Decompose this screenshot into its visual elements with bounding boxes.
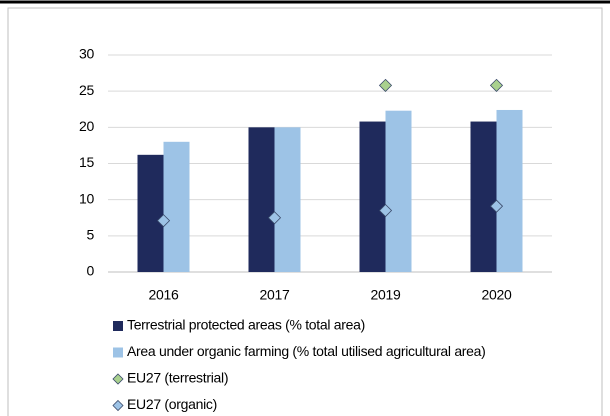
marker [489,78,504,92]
y-tick-label: 5 [87,227,95,243]
bar [496,109,523,273]
legend-label: EU27 (terrestrial) [127,370,228,386]
legend-label: Area under organic farming (% total util… [127,343,486,359]
marker [156,214,171,228]
bar [385,110,412,273]
y-tick-label: 10 [79,190,94,206]
x-tick-label: 2020 [482,287,512,303]
marker [489,199,504,213]
bar [163,141,190,272]
frame [7,7,603,416]
y-tick-label: 15 [79,154,94,170]
bar [137,154,164,272]
legend-swatch [112,373,124,385]
legend-swatch [112,399,124,412]
y-tick-label: 0 [87,263,95,279]
bar [274,127,301,272]
bar [359,121,386,273]
y-tick-label: 30 [79,46,94,62]
legend-label: EU27 (organic) [127,396,217,412]
legend-swatch [113,321,123,331]
y-tick-label: 25 [79,82,94,98]
bar [248,127,275,272]
bar [470,121,497,273]
marker [378,78,393,92]
y-tick-label: 20 [79,118,94,134]
marker [378,203,393,218]
x-tick-label: 2017 [260,287,290,303]
legend-swatch [113,347,123,358]
x-tick-label: 2019 [371,287,401,303]
marker [267,211,282,225]
x-tick-label: 2016 [149,287,179,303]
legend-label: Terrestrial protected areas (% total are… [127,317,365,333]
